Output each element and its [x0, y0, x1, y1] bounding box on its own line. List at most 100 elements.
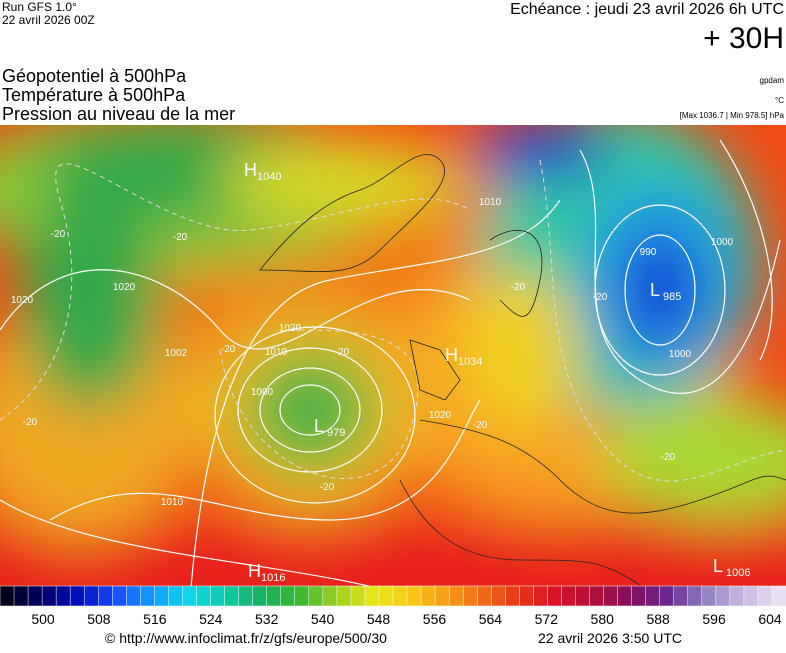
colorbar-swatch	[575, 585, 591, 607]
colorbar-swatch	[757, 585, 773, 607]
center-value: 1016	[261, 572, 285, 584]
title-line: Pression au niveau de la mer	[2, 104, 235, 124]
colorbar-swatch	[743, 585, 759, 607]
contour-label: 1000	[711, 237, 734, 248]
colorbar-swatch	[406, 585, 422, 607]
colorbar-swatch	[491, 585, 507, 607]
colorbar-swatch	[98, 585, 114, 607]
unit-celsius: °C	[775, 96, 784, 105]
center-value: 979	[327, 427, 345, 439]
colorbar-swatch	[83, 585, 100, 607]
colorbar-swatch	[715, 585, 731, 607]
colorbar-swatch	[420, 585, 436, 607]
colorbar-swatch	[55, 585, 71, 607]
center-type: L	[650, 280, 660, 300]
colorbar-tick-label: 532	[255, 611, 279, 627]
colorbar-swatch	[547, 585, 563, 607]
colorbar-tick-label: 588	[646, 611, 670, 627]
title-line: Géopotentiel à 500hPa	[2, 66, 187, 86]
contour-label: -20	[593, 292, 608, 303]
colorbar-swatch	[224, 585, 240, 607]
colorbar-swatch	[771, 585, 786, 607]
contour-label: 1020	[11, 295, 34, 306]
unit-gpdam: gpdam	[760, 76, 785, 85]
title-line: Température à 500hPa	[2, 85, 186, 105]
colorbar-swatch	[41, 585, 57, 607]
colorbar-swatch	[154, 585, 170, 607]
echeance: Echéance : jeudi 23 avril 2026 6h UTC	[510, 1, 784, 18]
colorbar-swatch	[350, 585, 366, 607]
colorbar-swatch	[69, 585, 85, 607]
contour-label: 1010	[265, 347, 288, 358]
center-type: H	[244, 160, 257, 180]
coastlines	[259, 154, 786, 586]
isotherms	[0, 159, 786, 482]
colorbar-swatch	[462, 585, 478, 607]
colorbar: 500 508 516 524 532 540 548 556 564 572 580 588 596 6…	[0, 585, 786, 627]
colorbar-swatch	[308, 585, 324, 607]
colorbar-swatch	[561, 585, 577, 607]
contour-label: 1020	[113, 282, 136, 293]
center-type: L	[314, 416, 324, 436]
center-value: 1040	[257, 171, 281, 183]
colorbar-tick-label: 524	[199, 611, 223, 627]
contour-label: 1000	[669, 349, 692, 360]
center-value: 1034	[458, 356, 482, 368]
colorbar-tick-label: 564	[479, 611, 503, 627]
colorbar-swatch	[603, 585, 619, 607]
colorbar-swatch	[266, 585, 282, 607]
center-type: H	[445, 345, 458, 365]
colorbar-swatch	[448, 585, 464, 607]
colorbar-tick-label: 516	[143, 611, 167, 627]
colorbar-swatch	[617, 585, 633, 607]
colorbar-swatch	[434, 585, 450, 607]
colorbar-tick-label: 500	[31, 611, 55, 627]
contour-label: -20	[335, 347, 350, 358]
colorbar-swatch	[533, 585, 549, 607]
run-date: 22 avril 2026 00Z	[2, 13, 95, 27]
contour-label: 1020	[429, 410, 452, 421]
colorbar-tick-label: 596	[702, 611, 726, 627]
contour-label: -20	[320, 482, 335, 493]
colorbar-swatch	[182, 585, 198, 607]
run-label: Run GFS 1.0°	[2, 0, 77, 14]
isobars	[0, 139, 781, 586]
colorbar-swatch	[336, 585, 352, 607]
colorbar-swatch	[0, 585, 15, 607]
colorbar-swatch	[364, 585, 380, 607]
colorbar-swatch	[631, 585, 647, 607]
center-type: H	[248, 561, 261, 581]
contour-label: -20	[221, 344, 236, 355]
lead-time: + 30H	[703, 22, 784, 55]
colorbar-swatch	[112, 585, 128, 607]
field	[0, 125, 786, 586]
contour-label: -20	[661, 452, 676, 463]
colorbar-swatch	[196, 585, 212, 607]
contour-label: 1010	[479, 197, 502, 208]
colorbar-swatch	[701, 585, 717, 607]
contour-label: -20	[51, 229, 66, 240]
colorbar-swatch	[659, 585, 675, 607]
contour-label: 1000	[251, 387, 274, 398]
colorbar-swatch	[210, 585, 226, 607]
colorbar-swatch	[13, 585, 29, 607]
contour-label: 990	[640, 247, 657, 258]
colorbar-tick-label: 604	[758, 611, 782, 627]
colorbar-tick-label: 580	[591, 611, 615, 627]
colorbar-swatch	[294, 585, 310, 607]
contour-label: -20	[511, 282, 526, 293]
contour-label: -20	[473, 420, 488, 431]
contour-label: 1002	[165, 348, 188, 359]
colorbar-swatch	[238, 585, 254, 607]
contour-label: -20	[23, 417, 38, 428]
colorbar-swatch	[505, 585, 521, 607]
contour-label: -20	[173, 232, 188, 243]
colorbar-tick-label: 548	[367, 611, 391, 627]
colorbar-swatch	[168, 585, 184, 607]
colorbar-swatch	[252, 585, 268, 607]
colorbar-swatch	[645, 585, 661, 607]
colorbar-swatch	[519, 585, 535, 607]
colorbar-swatch	[589, 585, 605, 607]
colorbar-swatch	[673, 585, 689, 607]
